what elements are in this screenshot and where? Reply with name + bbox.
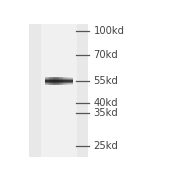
Bar: [62, 77, 63, 85]
Text: 35kd: 35kd: [94, 108, 118, 118]
Bar: [48, 77, 49, 85]
Bar: [45, 77, 73, 78]
Bar: [49, 77, 50, 85]
Bar: [67, 77, 69, 85]
Bar: [60, 77, 62, 85]
Bar: [56, 77, 57, 85]
Bar: [45, 77, 46, 85]
Text: 25kd: 25kd: [94, 141, 118, 151]
Bar: [45, 83, 73, 84]
Bar: [46, 77, 48, 85]
Bar: [45, 81, 73, 82]
Bar: [53, 77, 55, 85]
Bar: [64, 77, 66, 85]
Bar: [57, 77, 59, 85]
Bar: [45, 84, 73, 85]
Bar: [41, 24, 77, 158]
Bar: [71, 77, 73, 85]
Bar: [52, 77, 53, 85]
Bar: [30, 24, 88, 158]
Text: 100kd: 100kd: [94, 26, 125, 36]
Bar: [45, 79, 73, 80]
Text: 70kd: 70kd: [94, 50, 118, 60]
Bar: [63, 77, 64, 85]
Text: 40kd: 40kd: [94, 98, 118, 108]
Bar: [59, 77, 60, 85]
Bar: [50, 77, 52, 85]
Text: 55kd: 55kd: [94, 76, 118, 86]
Bar: [69, 77, 70, 85]
Bar: [45, 80, 73, 81]
Bar: [66, 77, 67, 85]
Bar: [45, 82, 73, 83]
Bar: [70, 77, 71, 85]
Bar: [45, 78, 73, 79]
Bar: [55, 77, 56, 85]
